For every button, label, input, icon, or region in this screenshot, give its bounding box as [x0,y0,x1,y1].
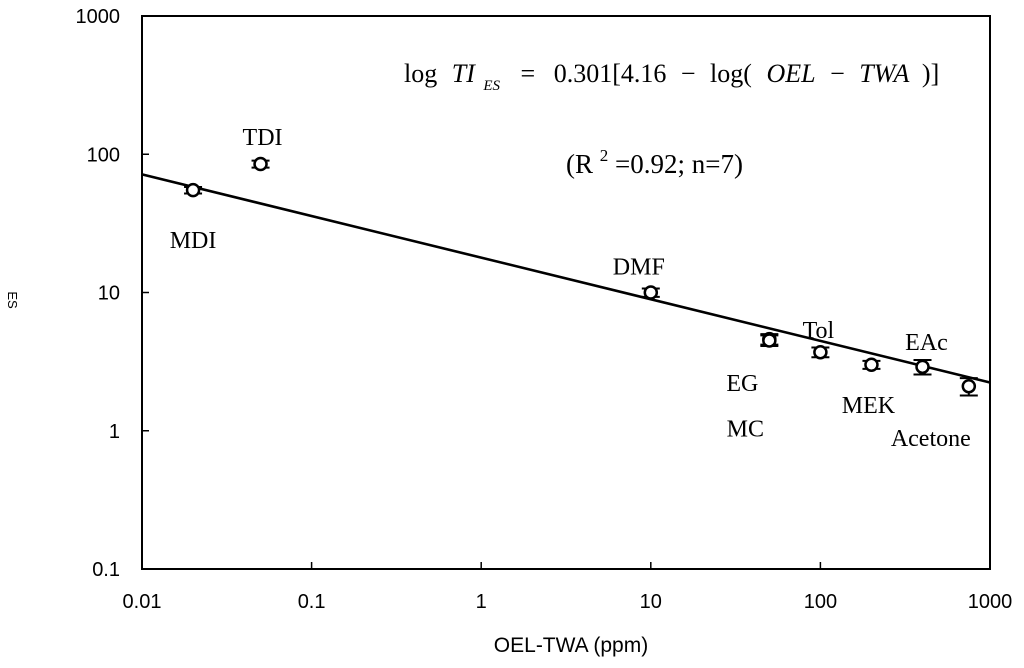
data-point-tol [813,344,828,360]
data-point-tdi [253,156,268,172]
y-tick-label: 100 [87,144,120,166]
point-label-mek: MEK [842,393,896,419]
eq-coef: 0.301[4.16 [554,59,667,88]
data-point-eac [915,359,930,375]
regression-equation: log TI ES = 0.301[4.16 − log( OEL − TWA … [404,59,939,96]
data-point-dmf [643,285,659,300]
point-label-dmf: DMF [613,255,665,281]
x-tick-label: 10 [640,591,662,613]
eq-oel: OEL [766,59,815,88]
data-point-mek [864,357,879,373]
eq-twa: TWA [859,59,909,88]
x-tick-label: 100 [804,591,837,613]
eq-inner-minus: − [830,59,845,88]
y-tick-label: 0.1 [92,559,120,581]
point-label-eac: EAc [905,330,948,356]
eq-ti: TI [452,59,476,88]
point-labels: MDI TDI DMF EG MC Tol MEK EAc Acetone [170,125,971,452]
point-label-acetone: Acetone [891,426,971,452]
y-tick-label: 1000 [76,6,121,28]
x-tick-label: 1 [476,591,487,613]
eq-minus: − [681,59,696,88]
data-points [184,156,978,397]
eq-log-open: log( [710,59,752,88]
stats-rest: =0.92; n=7) [615,149,743,179]
x-tick-label: 0.1 [298,591,326,613]
x-tick-label: 1000 [968,591,1013,613]
data-point-mdi [185,182,201,198]
point-label-tol: Tol [803,318,835,344]
eq-subscript: ES [482,78,500,94]
x-axis-title: OEL-TWA (ppm) [494,634,648,657]
point-label-tdi: TDI [243,125,283,151]
point-label-mdi: MDI [170,228,217,254]
data-point-acetone [961,378,977,394]
eq-equals: = [521,59,536,88]
x-tick-label: 0.01 [123,591,162,613]
eq-log: log [404,59,437,88]
point-label-eg: EG [726,371,758,397]
y-tick-label: 10 [98,283,120,305]
plot-frame [141,15,991,570]
r-squared-annotation: (R 2 =0.92; n=7) [566,137,743,179]
eq-close: )] [922,59,939,88]
stats-superscript: 2 [600,146,609,165]
y-axis-title: ES [5,291,20,309]
point-label-mc: MC [727,416,764,442]
regression-fit-line [141,173,991,384]
plot-area [141,15,991,570]
data-point-mc [762,333,777,348]
regression-line [141,173,991,384]
y-tick-label: 1 [109,421,120,443]
stats-open: (R [566,149,593,179]
